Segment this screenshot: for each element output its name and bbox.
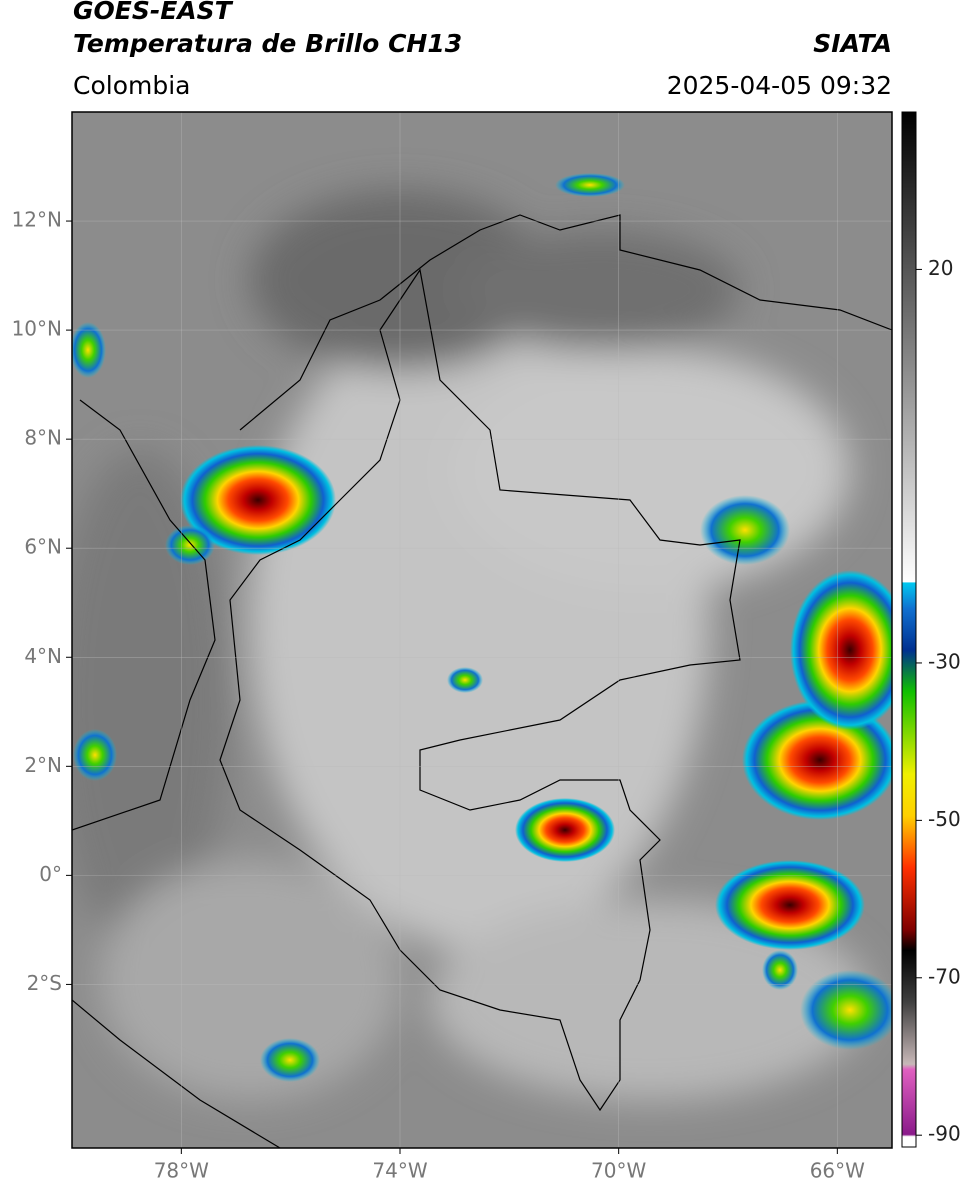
satellite-image: [72, 112, 892, 1148]
colorbar-tick-label: -70: [928, 964, 961, 988]
y-tick-label: 6°N: [24, 535, 62, 559]
colorbar-tick-label: -30: [928, 649, 961, 673]
y-tick-label: 4°N: [24, 644, 62, 668]
region-label: Colombia: [73, 71, 190, 100]
x-tick-label: 78°W: [154, 1159, 209, 1183]
y-tick-label: 2°S: [27, 971, 62, 995]
colorbar-tick-label: -50: [928, 807, 961, 831]
colorbar-tick-label: 20: [928, 256, 953, 280]
map-frame: [71, 111, 893, 1149]
y-tick-label: 0°: [39, 862, 62, 886]
graticule: [72, 112, 892, 1148]
y-tick-label: 12°N: [12, 208, 62, 232]
colorbar-tick-label: -90: [928, 1122, 961, 1146]
timestamp-label: 2025-04-05 09:32: [667, 71, 892, 100]
x-tick-label: 66°W: [810, 1159, 865, 1183]
satellite-title: GOES-EAST: [73, 0, 234, 25]
y-tick-label: 10°N: [12, 317, 62, 341]
colorbar: [901, 111, 917, 1148]
y-tick-label: 2°N: [24, 753, 62, 777]
source-label: SIATA: [813, 29, 892, 58]
y-tick-label: 8°N: [24, 426, 62, 450]
x-tick-label: 74°W: [372, 1159, 427, 1183]
x-tick-label: 70°W: [591, 1159, 646, 1183]
product-title: Temperatura de Brillo CH13: [73, 29, 462, 58]
